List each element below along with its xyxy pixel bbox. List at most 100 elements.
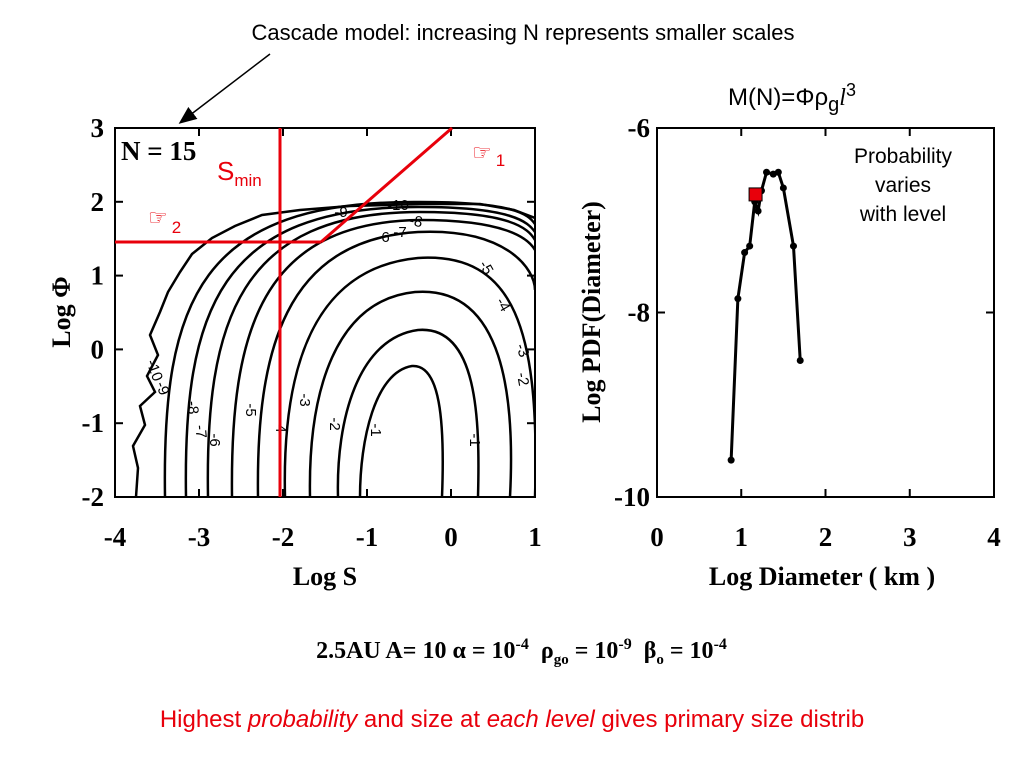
pdf-data-point — [763, 168, 771, 176]
beta-symbol: β — [643, 638, 657, 664]
contour-level-label: -3 — [512, 341, 533, 359]
contour-y-tick-label: -2 — [82, 482, 105, 512]
contour-level-label: -5 — [475, 258, 496, 278]
contour-level-label: -4 — [492, 295, 513, 315]
contour-y-tick-label: 3 — [91, 113, 105, 143]
contour-level-label: -3 — [296, 393, 313, 406]
contour-plot-frame — [114, 127, 536, 498]
equation-phi: Φ — [795, 84, 815, 111]
alpha-param: α = 10 — [452, 638, 516, 664]
contour-x-tick-label: 1 — [528, 522, 542, 552]
contour-level-label: -8 — [408, 212, 424, 231]
note-line-3: with level — [859, 203, 947, 226]
hand-1-icon: ☞ — [472, 140, 492, 165]
rho-symbol: ρ — [540, 638, 554, 664]
pdf-data-point — [796, 356, 804, 364]
contour-y-tick-label: 1 — [91, 261, 105, 291]
hand-2-icon: ☞ — [148, 205, 168, 230]
contour-y-axis-label: Log Φ — [47, 276, 76, 347]
hand-1-label: ☞ 1 — [472, 140, 505, 170]
pdf-data-point — [779, 184, 787, 192]
beta-sub: o — [656, 651, 664, 668]
pdf-y-tick-label: -8 — [628, 298, 651, 328]
contour-x-tick-label: -1 — [356, 522, 379, 552]
pdf-data-point — [754, 207, 762, 215]
equation-l-sup: 3 — [845, 80, 856, 100]
contour-level-label: -10 — [387, 197, 409, 214]
pdf-data-point — [774, 168, 782, 176]
contour-level-label: -10 — [143, 357, 166, 383]
contour-level-label: -8 — [183, 400, 201, 415]
contour-level-label: -1 — [367, 423, 384, 436]
contour-level-label: -9 — [334, 204, 347, 221]
note-line-1: Probability — [853, 145, 953, 168]
contour-y-tick-label: 0 — [91, 334, 105, 364]
contour-annotations — [115, 126, 453, 497]
contour-level-label: -2 — [513, 371, 532, 387]
title-arrow — [178, 53, 271, 124]
contour-level-label: -7 — [393, 224, 406, 241]
contour-line-minus-7 — [206, 210, 535, 497]
diagonal-red-line — [320, 126, 453, 244]
rho-exp: -9 — [618, 636, 632, 653]
equation-rho-sub: g — [828, 93, 840, 116]
parameter-line: 2.5AU A= 10 α = 10-4 ρgo = 10-9 βo = 10-… — [0, 636, 1024, 669]
contour-y-tick-label: -1 — [82, 408, 105, 438]
pdf-chart: 0 1 2 3 4 -6 -8 -10 Log Diameter ( km ) Log PDF… — [577, 113, 1001, 591]
pdf-plot-frame — [656, 127, 995, 498]
contour-line-minus-8 — [184, 205, 535, 497]
contour-level-label: -6 — [206, 433, 223, 446]
pdf-data-point — [746, 242, 754, 250]
hand-2-label: ☞ 2 — [148, 205, 181, 237]
level-label: N = 15 — [121, 136, 196, 166]
equation-l: l — [839, 85, 846, 111]
contour-level-label: -2 — [326, 417, 343, 430]
note-line-2: varies — [874, 174, 932, 197]
pdf-x-tick-label: 2 — [819, 522, 833, 552]
mass-equation: M(N)=Φρgl3 — [728, 80, 856, 117]
probability-note: Probability varies with level — [828, 142, 978, 229]
contour-line-minus-3 — [308, 290, 513, 497]
contour-level-label: -6 — [376, 229, 389, 246]
rho-sub: go — [553, 651, 569, 668]
contour-x-tick-label: -3 — [188, 522, 211, 552]
params-prefix: 2.5AU A= 10 — [316, 638, 453, 664]
pdf-x-tick-label: 3 — [903, 522, 917, 552]
pdf-x-tick-label: 4 — [987, 522, 1001, 552]
pdf-x-axis-label: Log Diameter ( km ) — [709, 562, 935, 591]
contour-line-minus-10 — [131, 202, 535, 497]
pdf-y-tick-label: -6 — [628, 113, 651, 143]
contour-level-label: -7 — [191, 424, 209, 439]
pdf-data-point — [727, 456, 735, 464]
pdf-data-point — [741, 249, 749, 257]
beta-value: = 10 — [663, 638, 714, 664]
contour-line-minus-5 — [256, 230, 535, 497]
contour-x-tick-label: -2 — [272, 522, 295, 552]
equation-lhs: M(N)= — [728, 84, 796, 111]
contour-line-minus-4 — [283, 256, 535, 497]
smin-label: Smin — [217, 156, 262, 190]
equation-rho: ρ — [814, 84, 829, 111]
alpha-exp: -4 — [515, 636, 529, 653]
contour-x-tick-label: -4 — [104, 522, 127, 552]
contour-x-tick-label: 0 — [444, 522, 458, 552]
pdf-x-tick-label: 0 — [650, 522, 664, 552]
page-title: Cascade model: increasing N represents s… — [251, 20, 795, 45]
contour-x-axis-label: Log S — [293, 562, 357, 591]
rho-value: = 10 — [568, 638, 619, 664]
bottom-caption: Highest probability and size at each lev… — [159, 706, 865, 733]
pdf-series-line — [729, 170, 802, 461]
contour-level-label: -5 — [242, 403, 259, 416]
pdf-x-tick-label: 1 — [735, 522, 749, 552]
beta-exp: -4 — [713, 636, 727, 653]
contour-line-minus-2 — [336, 328, 480, 497]
pdf-y-axis-label: Log PDF(Diameter) — [577, 201, 606, 423]
contour-y-tick-label: 2 — [91, 187, 105, 217]
contour-line-minus-1 — [358, 364, 445, 497]
contour-level-label: -1 — [466, 433, 483, 446]
pdf-highlight-marker — [748, 187, 763, 202]
contour-level-label: -9 — [152, 379, 173, 397]
contour-line-minus-6 — [230, 218, 535, 497]
